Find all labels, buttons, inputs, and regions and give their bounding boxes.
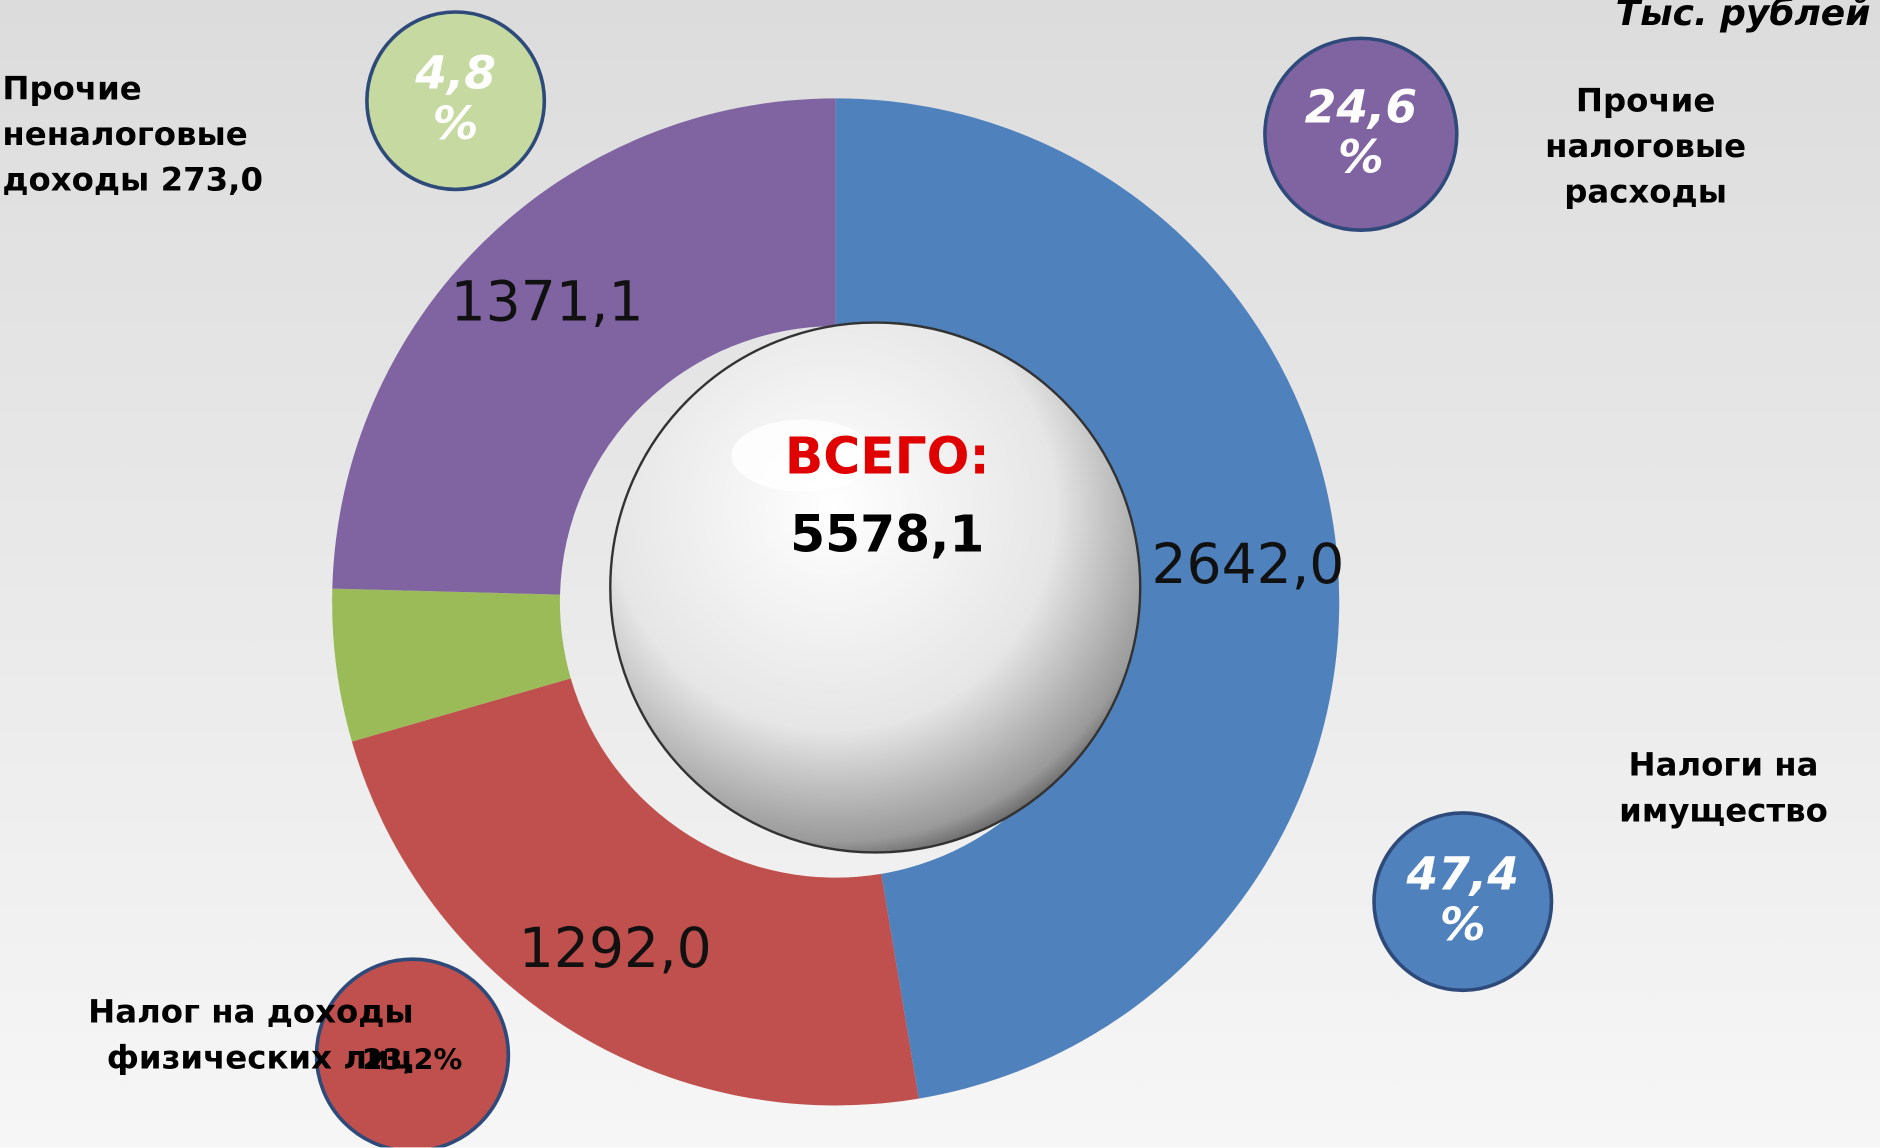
category-label: Налог на доходы физических лиц <box>0 990 414 1081</box>
category-label: Прочие неналоговые доходы 273,0 <box>2 67 284 203</box>
value-label: 2642,0 <box>1151 533 1344 597</box>
center-title: ВСЕГО: <box>785 427 990 486</box>
unit: Тыс. рублей <box>1616 0 1871 35</box>
total: 5578,1 <box>790 505 984 564</box>
value-label: 1292,0 <box>519 917 712 981</box>
category-label: Прочие налоговые расходы <box>1529 79 1763 215</box>
page: ВСЕГО: 5578,1 2642,01292,01371,147,4%23,… <box>0 0 1880 1147</box>
category-label: Налоги на имущество <box>1613 743 1835 834</box>
value-label: 1371,1 <box>451 271 644 335</box>
center-sphere <box>610 323 1140 853</box>
